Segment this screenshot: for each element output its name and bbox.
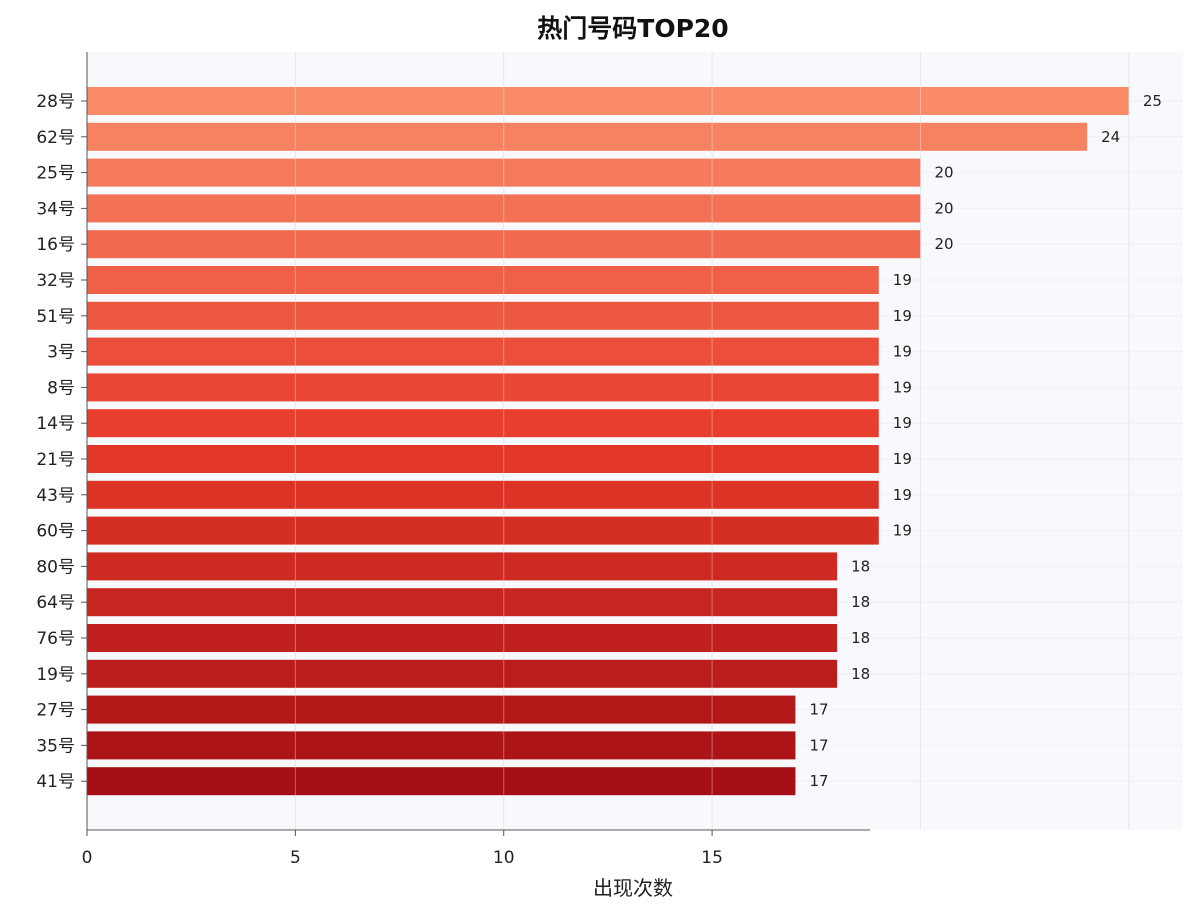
category-label: 3号 bbox=[47, 343, 75, 363]
category-label: 34号 bbox=[36, 199, 75, 219]
axes bbox=[81, 52, 870, 836]
category-label: 25号 bbox=[36, 164, 75, 184]
x-tick-label: 15 bbox=[701, 848, 723, 868]
bar-64号 bbox=[87, 588, 838, 617]
bar-25号 bbox=[87, 158, 921, 187]
category-label: 76号 bbox=[36, 629, 75, 649]
value-label: 19 bbox=[893, 522, 912, 540]
bar-3号 bbox=[87, 337, 879, 366]
bar-76号 bbox=[87, 624, 838, 652]
value-label: 17 bbox=[809, 701, 828, 719]
x-tick-label: 10 bbox=[493, 848, 515, 868]
bar-41号 bbox=[87, 767, 796, 796]
category-label: 64号 bbox=[36, 593, 75, 613]
category-label: 32号 bbox=[36, 271, 75, 291]
bars bbox=[87, 87, 1129, 796]
labels: 0 5 10 15 28号 25 62号 24 25号 20 34号 20 16号 20 32号 19 51号 1… bbox=[36, 92, 1162, 868]
category-label: 21号 bbox=[36, 450, 75, 470]
value-label: 17 bbox=[809, 772, 828, 790]
category-label: 35号 bbox=[36, 736, 75, 756]
category-label: 80号 bbox=[36, 557, 75, 577]
bar-19号 bbox=[87, 659, 838, 688]
value-label: 19 bbox=[893, 486, 912, 504]
value-label: 17 bbox=[809, 736, 828, 754]
value-label: 19 bbox=[893, 450, 912, 468]
value-label: 20 bbox=[934, 164, 953, 182]
category-label: 51号 bbox=[36, 307, 75, 327]
value-label: 18 bbox=[851, 593, 870, 611]
bar-35号 bbox=[87, 731, 796, 760]
bar-62号 bbox=[87, 122, 1088, 151]
value-label: 18 bbox=[851, 665, 870, 683]
bar-8号 bbox=[87, 373, 879, 402]
bar-27号 bbox=[87, 695, 796, 724]
bar-14号 bbox=[87, 409, 879, 438]
chart-title: 热门号码TOP20 bbox=[537, 14, 728, 43]
vertical-grid-overlay bbox=[294, 52, 1130, 830]
x-tick-label: 5 bbox=[290, 848, 301, 868]
value-label: 20 bbox=[934, 199, 953, 217]
x-tick-label: 0 bbox=[82, 848, 93, 868]
bar-51号 bbox=[87, 301, 879, 330]
value-label: 19 bbox=[893, 378, 912, 396]
category-label: 27号 bbox=[36, 701, 75, 721]
value-label: 18 bbox=[851, 557, 870, 575]
x-axis-label: 出现次数 bbox=[593, 876, 673, 900]
category-label: 14号 bbox=[36, 414, 75, 434]
bar-80号 bbox=[87, 552, 838, 581]
value-label: 24 bbox=[1101, 128, 1120, 146]
category-label: 41号 bbox=[36, 772, 75, 792]
bar-60号 bbox=[87, 516, 879, 545]
value-label: 19 bbox=[893, 271, 912, 289]
value-label: 19 bbox=[893, 343, 912, 361]
category-label: 28号 bbox=[36, 92, 75, 112]
bar-21号 bbox=[87, 445, 879, 473]
category-label: 8号 bbox=[47, 378, 75, 398]
bar-43号 bbox=[87, 480, 879, 509]
value-label: 20 bbox=[934, 235, 953, 253]
bar-16号 bbox=[87, 230, 921, 259]
category-label: 62号 bbox=[36, 128, 75, 148]
category-label: 16号 bbox=[36, 235, 75, 255]
bar-28号 bbox=[87, 87, 1129, 115]
value-label: 19 bbox=[893, 414, 912, 432]
value-label: 19 bbox=[893, 307, 912, 325]
category-label: 43号 bbox=[36, 486, 75, 506]
bar-34号 bbox=[87, 194, 921, 223]
bar-32号 bbox=[87, 266, 879, 294]
category-label: 19号 bbox=[36, 665, 75, 685]
value-label: 18 bbox=[851, 629, 870, 647]
category-label: 60号 bbox=[36, 522, 75, 542]
value-label: 25 bbox=[1143, 92, 1162, 110]
